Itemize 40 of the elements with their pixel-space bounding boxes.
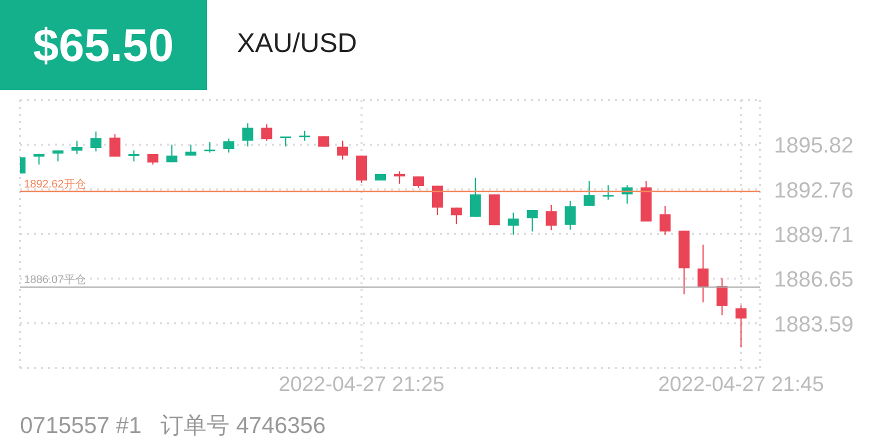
candlestick: [90, 130, 102, 152]
candlestick: [71, 140, 82, 155]
candlestick: [564, 200, 576, 230]
ref-line-label: 1886.07平仓: [24, 274, 86, 286]
candlestick: [166, 144, 178, 163]
y-tick-label: 1889.71: [774, 222, 854, 247]
candlestick: [109, 134, 120, 158]
candlestick: [526, 209, 538, 232]
candlestick: [280, 136, 292, 148]
candlestick: [716, 278, 728, 316]
candlestick: [546, 204, 557, 231]
candlestick: [432, 185, 443, 216]
y-tick-label: 1883.59: [774, 311, 854, 336]
y-tick-label: 1895.82: [774, 132, 854, 158]
candlestick: [33, 153, 44, 166]
candlestick: [147, 153, 158, 166]
y-tick-label: 1892.76: [774, 177, 854, 202]
candlestick: [242, 122, 254, 148]
candlestick: [470, 177, 481, 218]
chart-subtitle: XAU/USD: [237, 28, 358, 59]
candlestick: [736, 304, 747, 348]
candlestick: [128, 150, 140, 162]
candlestick: [394, 170, 405, 184]
ref-line-label: 1892.62开仓: [24, 178, 86, 190]
candlestick: [204, 141, 216, 154]
chart-title: $65.50: [0, 0, 207, 90]
text: 0715557 #1 订单号 4746356: [20, 411, 326, 440]
candlestick: [660, 205, 671, 236]
x-tick-label: 2022-04-27 21:25: [278, 372, 444, 396]
candlestick: [602, 184, 614, 200]
candlestick: [508, 212, 519, 236]
y-tick-label: 1886.65: [774, 266, 854, 292]
candlestick: [223, 138, 234, 154]
x-tick-label: 2022-04-27 21:45: [658, 372, 824, 396]
candlestick: [261, 124, 272, 142]
candlestick: [584, 180, 595, 206]
candlestick: [698, 244, 709, 303]
candlestick: [299, 130, 310, 142]
candlestick: [337, 140, 348, 160]
candlestick: [450, 207, 462, 225]
